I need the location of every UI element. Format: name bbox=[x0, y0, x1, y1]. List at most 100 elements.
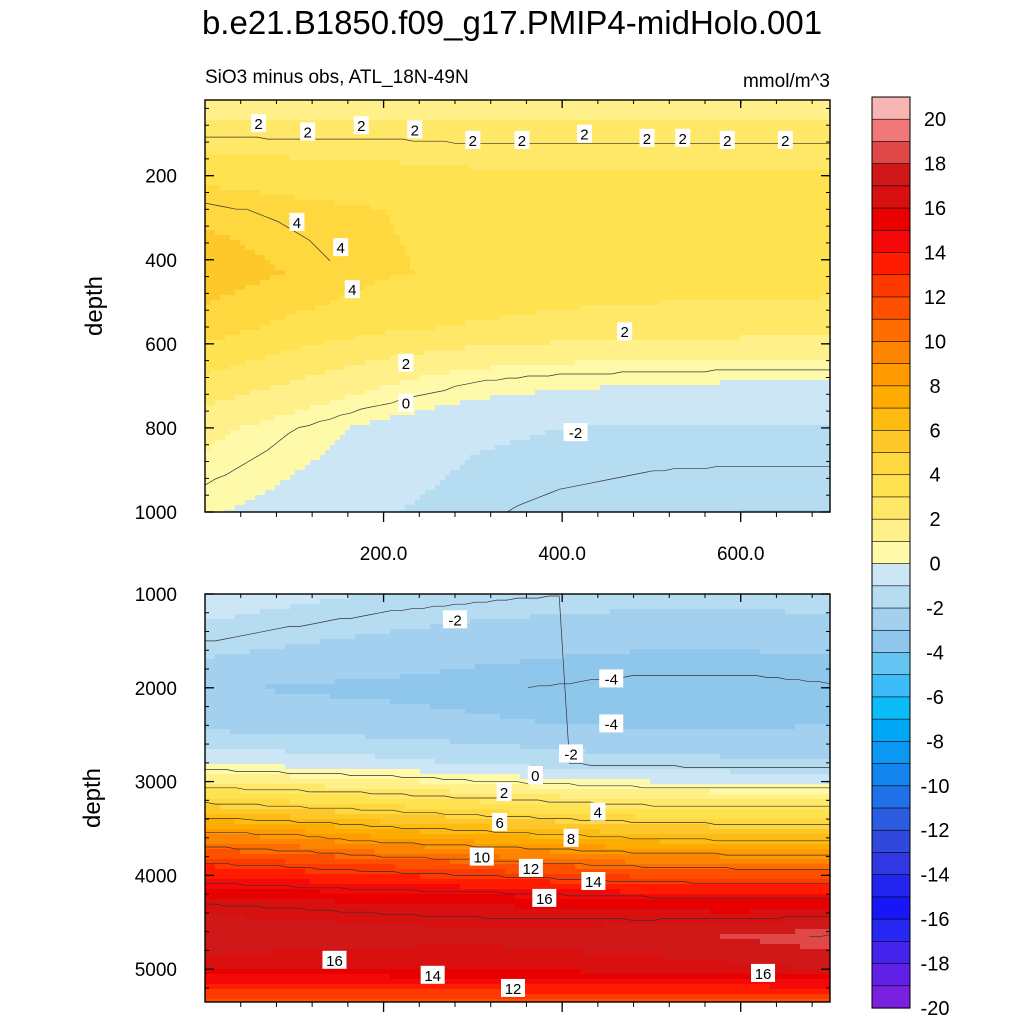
upper-field-cell bbox=[410, 105, 416, 111]
upper-field-cell bbox=[300, 115, 306, 121]
upper-field-cell bbox=[445, 185, 451, 191]
upper-field-cell bbox=[755, 215, 761, 221]
upper-field-cell bbox=[720, 185, 726, 191]
upper-field-cell bbox=[410, 250, 416, 256]
upper-field-cell bbox=[545, 265, 551, 271]
upper-field-cell bbox=[620, 195, 626, 201]
upper-field-cell bbox=[750, 295, 756, 301]
upper-field-cell bbox=[415, 260, 421, 266]
upper-field-cell bbox=[395, 155, 401, 161]
upper-field-cell bbox=[730, 230, 736, 236]
upper-field-cell bbox=[425, 220, 431, 226]
upper-field-cell bbox=[415, 140, 421, 146]
upper-field-cell bbox=[445, 205, 451, 211]
upper-field-cell bbox=[490, 145, 496, 151]
upper-field-cell bbox=[590, 215, 596, 221]
upper-field-cell bbox=[360, 110, 366, 116]
upper-field-cell bbox=[325, 170, 331, 176]
upper-field-cell bbox=[695, 100, 701, 106]
upper-field-cell bbox=[615, 135, 621, 141]
upper-field-cell bbox=[555, 220, 561, 226]
upper-field-cell bbox=[610, 150, 616, 156]
upper-field-cell bbox=[595, 155, 601, 161]
upper-field-cell bbox=[485, 280, 491, 286]
upper-field-cell bbox=[550, 110, 556, 116]
upper-field-cell bbox=[650, 125, 656, 131]
upper-field-cell bbox=[305, 260, 311, 266]
upper-field-cell bbox=[210, 265, 216, 271]
upper-field-cell bbox=[485, 150, 491, 156]
upper-field-cell bbox=[205, 230, 211, 236]
upper-field-cell bbox=[290, 115, 296, 121]
upper-field-cell bbox=[585, 235, 591, 241]
upper-field-cell bbox=[590, 120, 596, 126]
upper-field-cell bbox=[450, 175, 456, 181]
upper-field-cell bbox=[785, 195, 791, 201]
upper-field-cell bbox=[365, 190, 371, 196]
upper-field-cell bbox=[220, 210, 226, 216]
upper-field-cell bbox=[780, 235, 786, 241]
upper-field-cell bbox=[270, 125, 276, 131]
upper-field-cell bbox=[695, 185, 701, 191]
upper-field-cell bbox=[480, 205, 486, 211]
upper-field-cell bbox=[400, 265, 406, 271]
upper-field-cell bbox=[800, 220, 806, 226]
upper-field-cell bbox=[745, 235, 751, 241]
upper-field-cell bbox=[325, 295, 331, 301]
upper-field-cell bbox=[565, 115, 571, 121]
upper-field-cell bbox=[250, 245, 256, 251]
upper-field-cell bbox=[565, 195, 571, 201]
upper-field-cell bbox=[625, 160, 631, 166]
upper-field-cell bbox=[540, 155, 546, 161]
upper-field-cell bbox=[535, 260, 541, 266]
upper-field-cell bbox=[455, 285, 461, 291]
upper-field-cell bbox=[435, 155, 441, 161]
upper-field-cell bbox=[430, 200, 436, 206]
upper-field-cell bbox=[555, 275, 561, 281]
upper-field-cell bbox=[555, 260, 561, 266]
upper-field-cell bbox=[700, 160, 706, 166]
upper-field-cell bbox=[300, 250, 306, 256]
upper-field-cell bbox=[580, 200, 586, 206]
upper-field-cell bbox=[780, 260, 786, 266]
upper-field-cell bbox=[220, 190, 226, 196]
upper-field-cell bbox=[305, 285, 311, 291]
upper-field-cell bbox=[335, 180, 341, 186]
upper-field-cell bbox=[810, 200, 816, 206]
upper-field-cell bbox=[760, 250, 766, 256]
upper-field-cell bbox=[215, 295, 221, 301]
upper-field-cell bbox=[510, 275, 516, 281]
upper-field-cell bbox=[585, 115, 591, 121]
upper-field-cell bbox=[585, 150, 591, 156]
upper-field-cell bbox=[220, 270, 226, 276]
upper-field-cell bbox=[310, 190, 316, 196]
upper-field-cell bbox=[670, 190, 676, 196]
upper-field-cell bbox=[590, 245, 596, 251]
upper-field-cell bbox=[345, 170, 351, 176]
upper-field-cell bbox=[750, 225, 756, 231]
upper-field-cell bbox=[210, 155, 216, 161]
upper-field-cell bbox=[525, 250, 531, 256]
upper-field-cell bbox=[800, 165, 806, 171]
upper-field-cell bbox=[400, 145, 406, 151]
upper-field-cell bbox=[560, 115, 566, 121]
upper-field-cell bbox=[660, 190, 666, 196]
upper-field-cell bbox=[665, 170, 671, 176]
upper-field-cell bbox=[285, 265, 291, 271]
upper-field-cell bbox=[550, 120, 556, 126]
upper-field-cell bbox=[320, 150, 326, 156]
upper-field-cell bbox=[805, 275, 811, 281]
upper-field-cell bbox=[800, 280, 806, 286]
upper-field-cell bbox=[575, 285, 581, 291]
upper-field-cell bbox=[225, 145, 231, 151]
upper-field-cell bbox=[220, 115, 226, 121]
upper-field-cell bbox=[770, 160, 776, 166]
upper-field-cell bbox=[230, 125, 236, 131]
upper-field-cell bbox=[425, 200, 431, 206]
upper-field-cell bbox=[755, 280, 761, 286]
upper-field-cell bbox=[580, 235, 586, 241]
upper-field-cell bbox=[715, 295, 721, 301]
upper-field-cell bbox=[205, 220, 211, 226]
upper-field-cell bbox=[455, 295, 461, 301]
upper-field-cell bbox=[425, 160, 431, 166]
